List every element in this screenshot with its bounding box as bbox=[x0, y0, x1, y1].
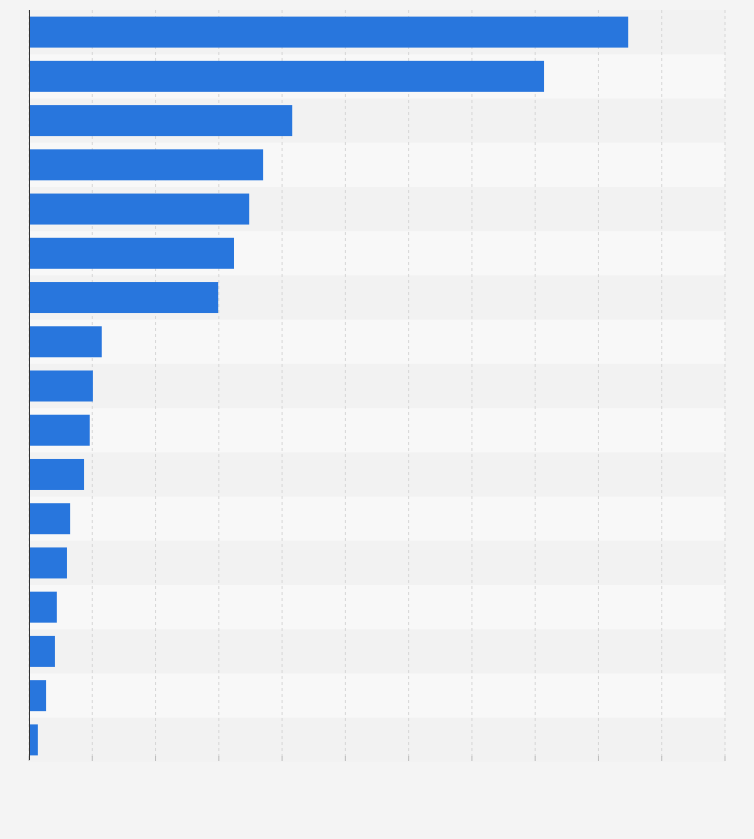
row-stripe bbox=[29, 673, 725, 718]
row-stripe bbox=[29, 629, 725, 674]
bar bbox=[29, 60, 545, 92]
bar bbox=[29, 282, 219, 314]
row-stripe bbox=[29, 540, 725, 586]
bar bbox=[29, 547, 67, 579]
bar bbox=[29, 193, 250, 225]
bar bbox=[29, 16, 629, 48]
row-stripe bbox=[29, 585, 725, 630]
bar bbox=[29, 149, 264, 181]
bar bbox=[29, 326, 102, 358]
bar bbox=[29, 105, 293, 137]
bar bbox=[29, 458, 85, 490]
bar bbox=[29, 503, 71, 535]
bar bbox=[29, 635, 55, 667]
row-stripe bbox=[29, 717, 725, 762]
row-stripe bbox=[29, 319, 725, 364]
bar bbox=[29, 370, 93, 402]
bar bbox=[29, 591, 57, 623]
bar bbox=[29, 237, 235, 269]
row-stripe bbox=[29, 363, 725, 409]
bar bbox=[29, 414, 90, 446]
bar bbox=[29, 680, 47, 712]
row-stripe bbox=[29, 452, 725, 497]
row-stripe bbox=[29, 408, 725, 453]
row-stripe bbox=[29, 496, 725, 541]
bar bbox=[29, 724, 38, 756]
